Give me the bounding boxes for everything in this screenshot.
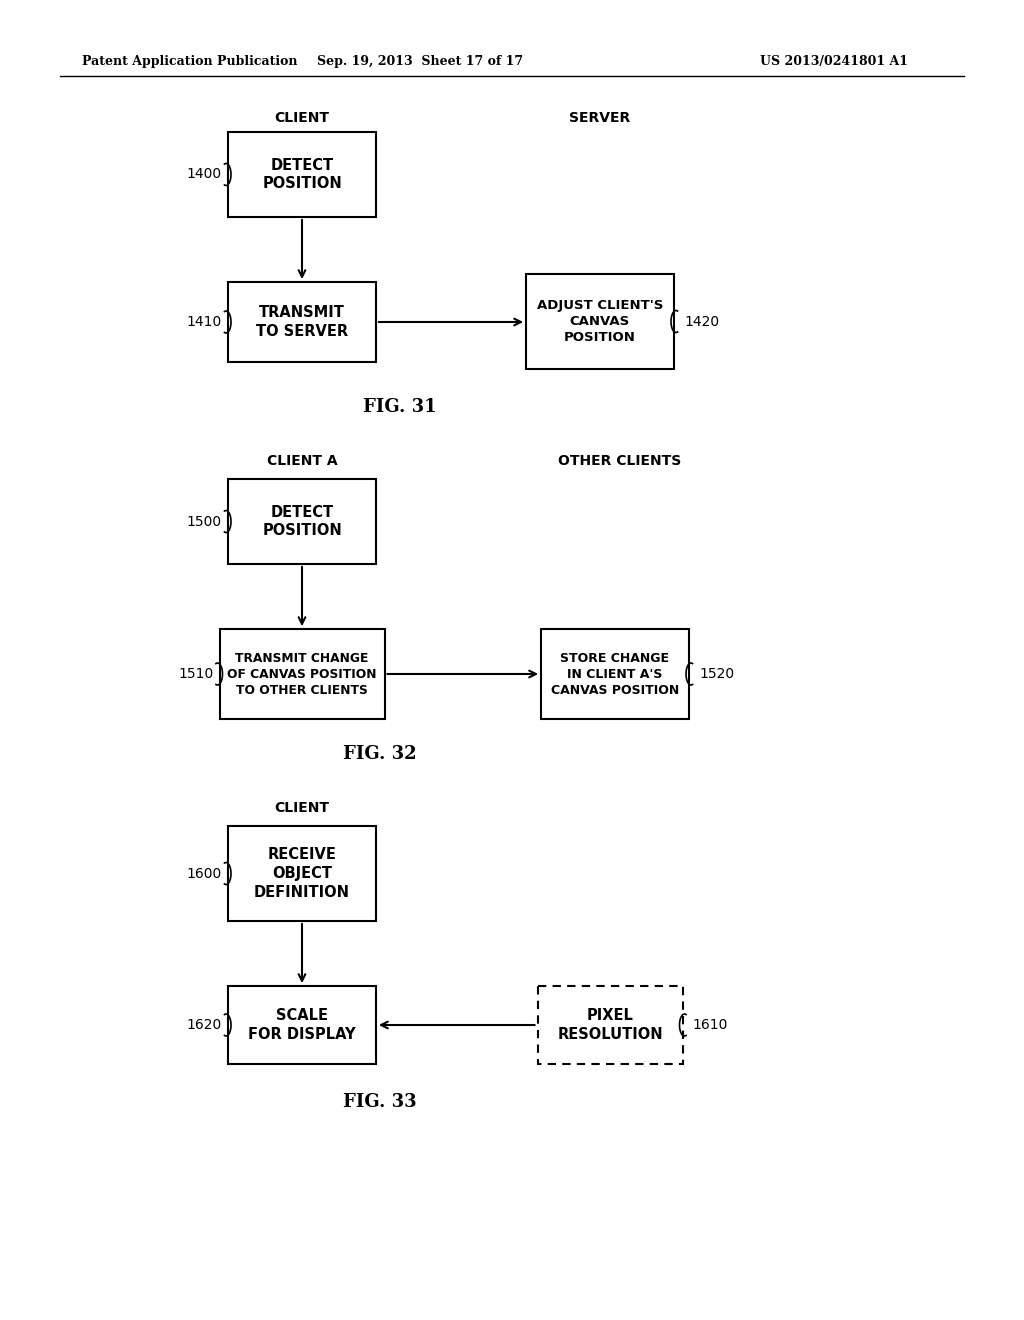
Bar [538, 986, 683, 1064]
Text: SERVER: SERVER [569, 111, 631, 125]
Text: 1400: 1400 [186, 168, 222, 181]
Text: ADJUST CLIENT'S
CANVAS
POSITION: ADJUST CLIENT'S CANVAS POSITION [537, 300, 664, 345]
Text: 1620: 1620 [186, 1018, 222, 1032]
Text: Sep. 19, 2013  Sheet 17 of 17: Sep. 19, 2013 Sheet 17 of 17 [317, 55, 523, 69]
Bar [541, 630, 689, 719]
Text: DETECT
POSITION: DETECT POSITION [262, 157, 342, 191]
Text: 1420: 1420 [684, 314, 719, 329]
Text: 1610: 1610 [692, 1018, 728, 1032]
Text: 1500: 1500 [186, 515, 222, 528]
Text: FIG. 32: FIG. 32 [343, 744, 417, 763]
Text: CLIENT: CLIENT [274, 111, 330, 125]
Text: OTHER CLIENTS: OTHER CLIENTS [558, 454, 682, 469]
Bar [228, 132, 376, 216]
Text: 1600: 1600 [186, 866, 222, 880]
Text: TRANSMIT
TO SERVER: TRANSMIT TO SERVER [256, 305, 348, 339]
Text: RECEIVE
OBJECT
DEFINITION: RECEIVE OBJECT DEFINITION [254, 847, 350, 900]
Text: CLIENT: CLIENT [274, 801, 330, 814]
Text: FIG. 33: FIG. 33 [343, 1093, 417, 1111]
Text: CLIENT A: CLIENT A [266, 454, 337, 469]
Bar [228, 479, 376, 564]
Text: Patent Application Publication: Patent Application Publication [82, 55, 298, 69]
Bar [526, 275, 674, 370]
Text: 1520: 1520 [699, 667, 734, 681]
Bar [228, 826, 376, 921]
Text: 1510: 1510 [178, 667, 213, 681]
Text: SCALE
FOR DISPLAY: SCALE FOR DISPLAY [248, 1008, 355, 1041]
Text: TRANSMIT CHANGE
OF CANVAS POSITION
TO OTHER CLIENTS: TRANSMIT CHANGE OF CANVAS POSITION TO OT… [227, 652, 377, 697]
Text: FIG. 31: FIG. 31 [364, 399, 437, 416]
Text: PIXEL
RESOLUTION: PIXEL RESOLUTION [557, 1008, 663, 1041]
Text: STORE CHANGE
IN CLIENT A'S
CANVAS POSITION: STORE CHANGE IN CLIENT A'S CANVAS POSITI… [551, 652, 679, 697]
Text: US 2013/0241801 A1: US 2013/0241801 A1 [760, 55, 908, 69]
Bar [228, 282, 376, 362]
Text: DETECT
POSITION: DETECT POSITION [262, 504, 342, 539]
Text: 1410: 1410 [186, 315, 222, 329]
Bar [219, 630, 384, 719]
Bar [228, 986, 376, 1064]
